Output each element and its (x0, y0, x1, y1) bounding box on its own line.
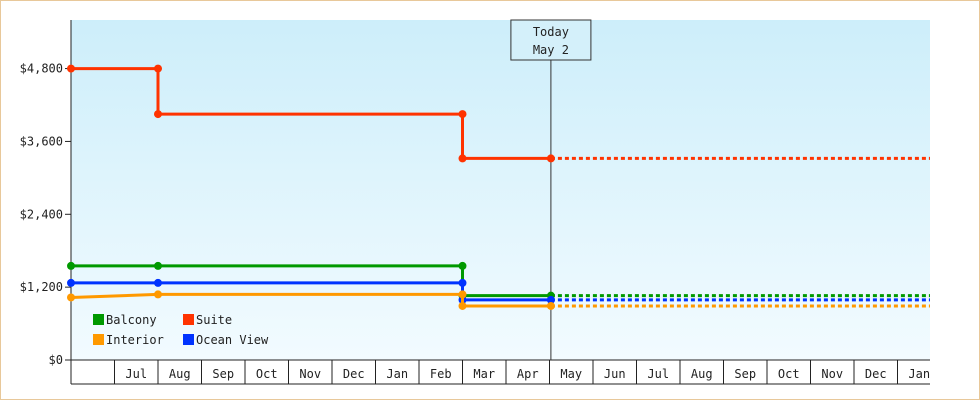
month-label: Feb (430, 367, 452, 381)
legend-swatch-interior (93, 334, 104, 345)
month-label: Oct (256, 367, 278, 381)
month-label: Aug (169, 367, 191, 381)
legend-label-suite: Suite (196, 313, 232, 327)
month-label: Jan (908, 367, 930, 381)
data-point-balcony (154, 261, 162, 270)
month-label: Oct (778, 367, 800, 381)
data-point-interior (546, 301, 555, 310)
month-label: Jan (386, 367, 408, 381)
month-label: Nov (299, 367, 321, 381)
data-point-balcony (458, 261, 467, 270)
data-point-suite (458, 154, 467, 163)
data-point-ocean-view (458, 278, 467, 287)
y-tick-label: $4,800 (20, 62, 63, 76)
legend-label-interior: Interior (106, 333, 164, 347)
data-point-suite (546, 154, 555, 163)
month-label: Jul (647, 367, 669, 381)
today-date: May 2 (533, 43, 569, 57)
y-tick-label: $3,600 (20, 134, 63, 148)
data-point-ocean-view (67, 278, 75, 287)
month-label: Aug (691, 367, 713, 381)
month-label: Jun (604, 367, 626, 381)
month-label: Sep (212, 367, 234, 381)
data-point-interior (458, 290, 467, 299)
legend: Balcony Suite Interior Ocean View (93, 313, 269, 347)
legend-swatch-balcony (93, 314, 104, 325)
data-point-ocean-view (154, 278, 162, 287)
month-label: Jul (125, 367, 147, 381)
y-tick-label: $1,200 (20, 280, 63, 294)
y-tick-label: $0 (49, 353, 63, 367)
data-point-interior (458, 301, 467, 310)
today-box (510, 19, 592, 61)
month-label: May (560, 367, 582, 381)
series-line-suite (71, 67, 551, 160)
series-group (67, 64, 930, 310)
y-tick-label: $2,400 (20, 207, 63, 221)
data-point-interior (154, 290, 162, 299)
month-label: Dec (865, 367, 887, 381)
today-marker: Today May 2 (510, 19, 592, 360)
today-label: Today (533, 25, 569, 39)
y-axis: $0 $1,200 $2,400 $3,600 $4,800 (20, 20, 72, 384)
month-label: Mar (473, 367, 495, 381)
x-axis: Jul Aug Sep Oct Nov Dec Jan Feb Mar Apr May Jun Jul A… (71, 359, 930, 385)
data-point-ocean-view (546, 295, 555, 304)
month-label: Sep (734, 367, 756, 381)
data-point-suite (67, 64, 75, 73)
legend-label-balcony: Balcony (106, 313, 157, 327)
data-point-suite (154, 64, 162, 73)
month-label: Nov (821, 367, 843, 381)
month-label: Dec (343, 367, 365, 381)
data-point-balcony (67, 261, 75, 270)
data-point-interior (67, 293, 75, 302)
month-label: Apr (517, 367, 539, 381)
legend-swatch-suite (183, 314, 194, 325)
plot-background (71, 20, 930, 360)
data-point-suite (458, 110, 467, 119)
legend-swatch-ocean-view (183, 334, 194, 345)
legend-label-ocean-view: Ocean View (196, 333, 269, 347)
data-point-suite (154, 110, 162, 119)
